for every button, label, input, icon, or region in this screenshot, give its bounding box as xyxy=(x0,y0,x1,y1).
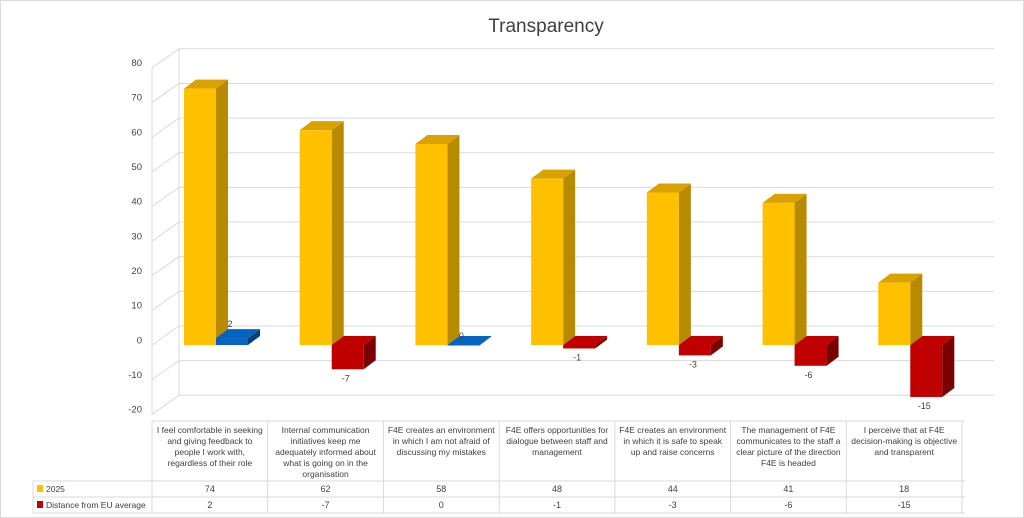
bar-distance-side xyxy=(595,336,608,349)
gridline-side xyxy=(151,221,180,242)
table-value: 44 xyxy=(667,484,678,494)
bar-2025-top xyxy=(184,79,228,89)
y-tick-label: 70 xyxy=(131,93,142,104)
table-value: -1 xyxy=(552,500,561,510)
bar-distance xyxy=(794,345,827,366)
gridline-side xyxy=(151,83,180,103)
y-tick-label: 30 xyxy=(131,231,142,242)
bar-distance xyxy=(678,345,711,356)
bar-2025-top xyxy=(531,169,576,179)
data-label: -3 xyxy=(689,359,697,369)
category-label: F4E creates an environment in which it i… xyxy=(619,425,727,457)
bar-2025-side xyxy=(678,183,691,345)
y-tick-label: 20 xyxy=(131,266,142,277)
category-label: I feel comfortable in seeking and giving… xyxy=(156,425,263,468)
bar-distance xyxy=(563,345,596,349)
table-value: -3 xyxy=(668,500,677,510)
bar-2025 xyxy=(531,178,564,345)
bar-distance-top xyxy=(678,336,723,345)
bar-2025-top xyxy=(415,135,460,145)
table-value: 48 xyxy=(551,484,562,494)
table-value: 18 xyxy=(899,484,910,494)
data-label: 0 xyxy=(459,331,464,341)
category-label: I perceive that at F4E decision-making i… xyxy=(851,425,958,457)
bar-distance-top xyxy=(447,336,492,345)
data-label: -15 xyxy=(918,401,931,411)
chart-title: Transparency xyxy=(488,16,604,37)
bar-2025-top xyxy=(762,193,807,203)
bar-distance xyxy=(331,345,364,370)
category-label: F4E creates an environment in which I am… xyxy=(387,425,495,457)
data-label: -7 xyxy=(342,373,350,383)
category-label: F4E offers opportunities for dialogue be… xyxy=(505,425,609,457)
gridline-side xyxy=(151,48,180,69)
bar-2025 xyxy=(184,88,216,345)
bar-2025-side xyxy=(563,169,576,345)
y-tick-label: -10 xyxy=(128,370,142,381)
bar-2025-top xyxy=(878,273,923,283)
gridline-side xyxy=(151,394,180,415)
bar-2025-side xyxy=(447,135,460,345)
bar-2025-top xyxy=(646,183,691,193)
data-label: -1 xyxy=(573,352,581,362)
bar-distance-side xyxy=(710,336,723,356)
y-tick-label: 80 xyxy=(131,58,142,69)
bar-distance-top xyxy=(794,336,839,345)
table-value: 2 xyxy=(207,500,213,510)
legend-swatch xyxy=(37,485,43,492)
y-tick-label: 50 xyxy=(131,162,142,173)
bar-2025 xyxy=(415,144,448,345)
table-value: 41 xyxy=(783,484,794,494)
data-label: -6 xyxy=(805,370,813,380)
gridline-side xyxy=(151,290,180,311)
bar-distance-side xyxy=(248,329,260,345)
category-label: Internal communication initiatives keep … xyxy=(275,425,376,479)
bar-2025 xyxy=(878,282,911,345)
legend-swatch xyxy=(37,501,43,508)
gridline-side xyxy=(151,186,180,207)
gridline-side xyxy=(151,256,180,277)
table-value: 0 xyxy=(438,500,444,510)
y-tick-label: -20 xyxy=(128,405,142,416)
bar-distance-side xyxy=(479,336,492,346)
bar-2025-side xyxy=(216,79,228,345)
bar-2025 xyxy=(646,192,679,345)
table-value: 74 xyxy=(204,484,215,494)
gridline-side xyxy=(151,325,180,346)
bar-2025-side xyxy=(331,121,344,345)
y-tick-label: 0 xyxy=(137,335,142,346)
bar-distance-side xyxy=(826,336,839,366)
bar-2025-side xyxy=(794,193,807,345)
bar-2025 xyxy=(762,202,795,345)
bar-distance-side xyxy=(363,336,376,370)
bar-2025 xyxy=(299,130,332,345)
bar-distance-top xyxy=(910,336,955,345)
table-value: -7 xyxy=(321,500,330,510)
bar-distance-top xyxy=(216,329,260,339)
table-value: 62 xyxy=(320,484,331,494)
y-tick-label: 40 xyxy=(131,197,142,208)
gridline-side xyxy=(151,360,180,381)
gridline-side xyxy=(151,117,180,138)
table-value: -15 xyxy=(897,500,911,510)
legend-label: 2025 xyxy=(46,484,65,494)
bar-2025-top xyxy=(299,121,344,131)
bar-distance-top xyxy=(331,336,376,345)
bar-distance-side xyxy=(942,336,955,397)
bar-distance xyxy=(447,345,480,346)
y-tick-label: 10 xyxy=(131,301,142,312)
bar-2025-side xyxy=(910,273,923,345)
category-label: The management of F4E communicates to th… xyxy=(736,425,841,468)
table-value: 58 xyxy=(436,484,447,494)
bar-distance xyxy=(910,345,943,397)
gridline-side xyxy=(151,152,180,173)
data-label: 2 xyxy=(227,319,232,329)
y-tick-label: 60 xyxy=(131,127,142,138)
legend-label: Distance from EU average xyxy=(46,500,146,510)
bar-distance xyxy=(216,338,248,345)
bar-distance-top xyxy=(563,336,608,345)
table-value: -6 xyxy=(784,500,793,510)
